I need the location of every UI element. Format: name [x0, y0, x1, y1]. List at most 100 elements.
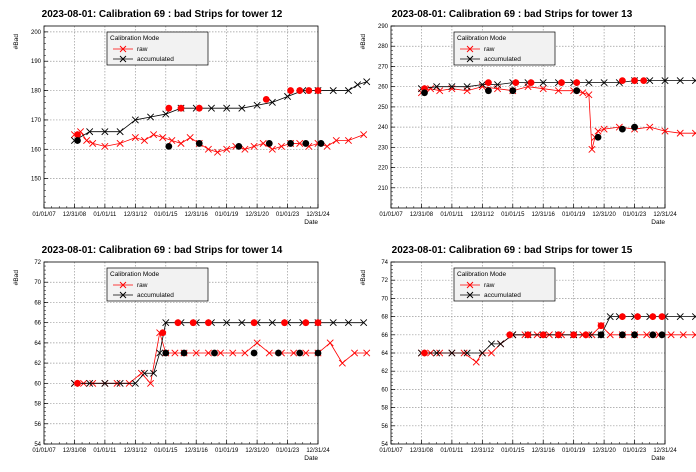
highlight-point	[180, 349, 188, 357]
data-point-accumulated	[676, 313, 684, 321]
data-point-raw	[241, 349, 249, 357]
x-tick-label: 01/01/19	[215, 212, 239, 218]
y-tick-label: 150	[31, 177, 42, 183]
plot-frame	[43, 25, 319, 209]
x-tick-label: 01/01/07	[379, 212, 403, 218]
y-tick-label: 54	[381, 442, 388, 448]
highlight-point	[302, 319, 310, 327]
series-raw	[70, 128, 368, 156]
data-point-raw	[326, 339, 334, 347]
highlight-point	[235, 142, 243, 150]
highlight-point	[211, 349, 218, 357]
y-axis-label: #Bad	[360, 270, 367, 286]
highlight-point	[618, 313, 626, 320]
data-point-accumulated	[329, 319, 337, 327]
data-point-accumulated	[86, 128, 94, 136]
y-tick-label: 210	[378, 186, 389, 192]
highlight-point	[524, 331, 532, 339]
legend: Calibration Mode raw accumulated	[453, 31, 556, 66]
highlight-point	[195, 140, 203, 147]
data-point-accumulated	[223, 104, 231, 112]
highlight-point	[509, 87, 517, 95]
highlight-point	[314, 349, 322, 357]
chart-title: 2023-08-01: Calibration 69 : bad Strips …	[42, 245, 283, 256]
data-point-raw	[679, 331, 687, 339]
highlight-point	[287, 87, 294, 94]
data-point-raw	[265, 349, 273, 357]
highlight-point	[287, 140, 294, 147]
data-point-raw	[594, 127, 602, 135]
highlight-point	[597, 322, 605, 330]
y-tick-label: 200	[31, 30, 42, 36]
data-point-raw	[606, 331, 614, 339]
data-point-accumulated	[487, 340, 495, 348]
data-point-raw	[323, 142, 331, 150]
x-tick-label: 12/31/08	[63, 212, 87, 218]
y-tick-label: 72	[34, 260, 41, 266]
highlight-point	[512, 79, 520, 87]
highlight-point	[618, 77, 626, 84]
y-tick-label: 160	[31, 147, 42, 153]
legend-entry-accumulated: accumulated	[484, 292, 521, 299]
data-point-accumulated	[691, 77, 696, 85]
data-point-accumulated	[646, 77, 654, 85]
y-tick-label: 70	[34, 280, 41, 286]
highlight-point	[159, 329, 167, 337]
series-line-accumulated	[421, 80, 696, 90]
data-point-raw	[204, 349, 212, 357]
data-point-raw	[667, 331, 675, 339]
legend-swatch-marker	[466, 281, 474, 289]
highlight-point	[74, 131, 81, 139]
data-point-raw	[116, 139, 124, 147]
data-point-accumulated	[223, 319, 231, 327]
highlight-point	[640, 77, 648, 84]
data-point-raw	[147, 379, 155, 387]
data-point-raw	[585, 91, 593, 99]
y-tick-label: 74	[381, 260, 388, 266]
x-tick-label: 12/31/08	[63, 448, 87, 454]
highlight-point	[573, 87, 581, 95]
legend-title: Calibration Mode	[110, 35, 160, 42]
data-point-accumulated	[116, 128, 124, 136]
chart-title: 2023-08-01: Calibration 69 : bad Strips …	[42, 9, 283, 20]
data-point-accumulated	[156, 349, 164, 357]
data-point-accumulated	[253, 101, 261, 109]
highlight-point	[555, 331, 562, 339]
data-point-accumulated	[268, 98, 276, 106]
highlight-point	[649, 331, 657, 339]
data-point-raw	[661, 127, 669, 135]
highlight-point	[296, 87, 304, 94]
highlight-point	[573, 79, 581, 87]
highlight-point	[649, 313, 657, 320]
x-tick-label: 12/31/20	[245, 448, 269, 454]
highlight-point	[302, 140, 310, 147]
x-tick-label: 01/01/23	[623, 212, 647, 218]
data-point-accumulated	[238, 104, 246, 112]
data-point-accumulated	[147, 113, 155, 121]
legend-entry-raw: raw	[484, 282, 495, 289]
legend-entry-raw: raw	[137, 46, 148, 53]
data-point-raw	[436, 87, 444, 95]
data-point-accumulated	[268, 319, 276, 327]
legend-swatch-marker	[119, 55, 127, 63]
data-point-raw	[332, 136, 340, 145]
data-point-accumulated	[101, 379, 109, 387]
data-point-accumulated	[86, 379, 94, 387]
x-tick-label: 12/31/20	[592, 448, 616, 454]
x-tick-label: 01/01/15	[154, 448, 178, 454]
x-tick-label: 01/01/11	[440, 212, 464, 218]
highlight-point	[250, 349, 258, 357]
highlight-point	[618, 331, 626, 339]
chart-panel-3: 2023-08-01: Calibration 69 : bad Strips …	[13, 245, 371, 462]
highlight-point	[314, 87, 322, 94]
highlight-point	[275, 349, 282, 357]
plot-frame	[390, 261, 666, 445]
data-point-raw	[229, 349, 237, 357]
data-point-raw	[171, 349, 179, 357]
highlight-point	[174, 319, 182, 327]
data-point-raw	[101, 142, 109, 150]
y-tick-label: 230	[378, 145, 389, 151]
data-point-accumulated	[606, 313, 614, 321]
data-point-accumulated	[360, 319, 368, 327]
highlight-point	[74, 137, 81, 144]
